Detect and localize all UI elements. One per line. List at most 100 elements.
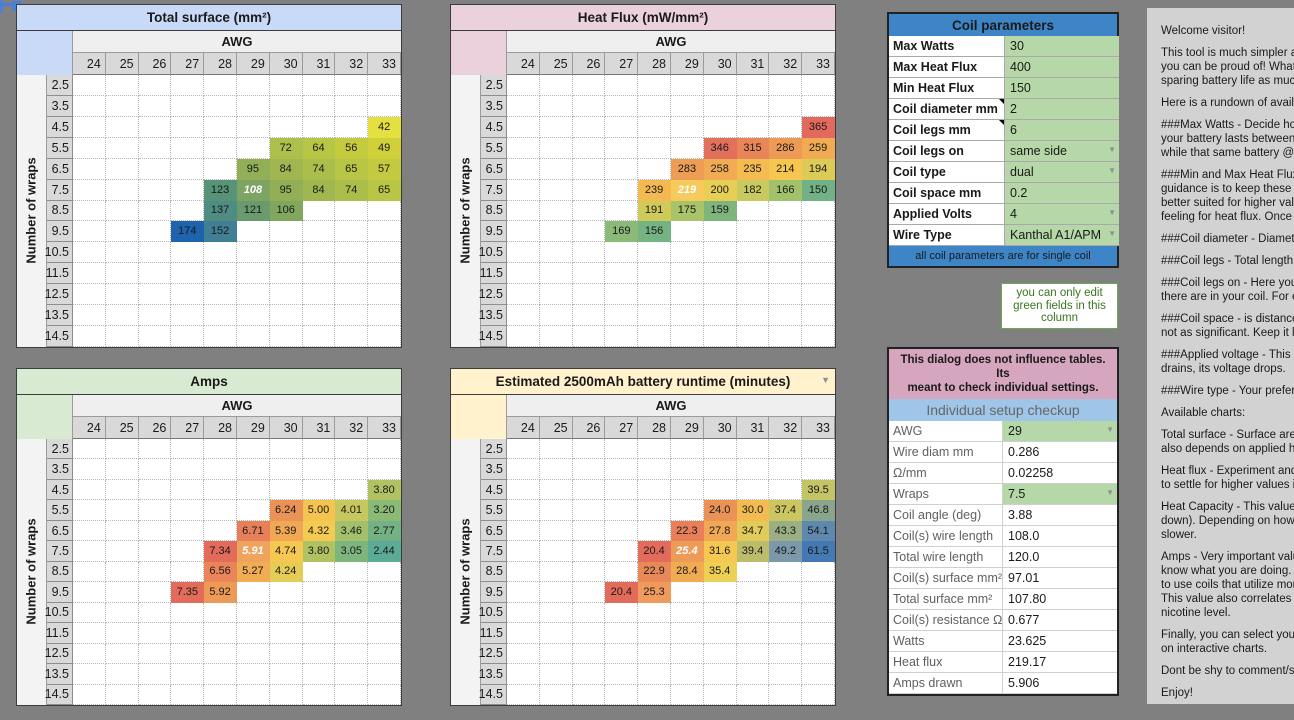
empty-cell[interactable] — [302, 75, 336, 96]
heatmap-cell[interactable]: 150 — [802, 179, 835, 201]
empty-cell[interactable] — [368, 75, 401, 96]
heatmap-cell[interactable]: 20.4 — [638, 541, 671, 562]
empty-cell[interactable] — [507, 284, 540, 306]
heatmap-cell[interactable]: 5.39 — [269, 520, 303, 542]
heatmap-cell[interactable]: 61.5 — [802, 541, 835, 562]
empty-cell[interactable] — [138, 284, 172, 306]
empty-cell[interactable] — [138, 684, 172, 705]
empty-cell[interactable] — [670, 137, 704, 159]
empty-cell[interactable] — [638, 643, 671, 665]
empty-cell[interactable] — [539, 95, 573, 117]
empty-cell[interactable] — [138, 643, 172, 665]
empty-cell[interactable] — [802, 305, 835, 327]
parameter-value[interactable]: same side ▼ — [1005, 141, 1119, 162]
empty-cell[interactable] — [302, 242, 336, 264]
heatmap-cell[interactable]: 57 — [368, 158, 401, 180]
empty-cell[interactable] — [802, 623, 835, 644]
empty-cell[interactable] — [605, 95, 639, 117]
empty-cell[interactable] — [736, 561, 770, 583]
empty-cell[interactable] — [539, 284, 573, 306]
empty-cell[interactable] — [302, 200, 336, 222]
empty-cell[interactable] — [605, 158, 639, 180]
empty-cell[interactable] — [302, 95, 336, 117]
empty-cell[interactable] — [670, 500, 704, 521]
empty-cell[interactable] — [605, 116, 639, 138]
empty-cell[interactable] — [638, 479, 671, 501]
empty-cell[interactable] — [73, 284, 106, 306]
empty-cell[interactable] — [539, 643, 573, 665]
heatmap-cell[interactable]: 49.2 — [769, 541, 803, 562]
empty-cell[interactable] — [703, 95, 737, 117]
empty-cell[interactable] — [736, 263, 770, 285]
empty-cell[interactable] — [572, 95, 606, 117]
empty-cell[interactable] — [572, 684, 606, 705]
heatmap-cell[interactable]: 6.56 — [204, 561, 237, 583]
empty-cell[interactable] — [138, 664, 172, 685]
empty-cell[interactable] — [769, 664, 803, 685]
empty-cell[interactable] — [73, 561, 106, 583]
empty-cell[interactable] — [73, 305, 106, 327]
empty-cell[interactable] — [736, 221, 770, 243]
empty-cell[interactable] — [138, 137, 172, 159]
empty-cell[interactable] — [335, 116, 369, 138]
empty-cell[interactable] — [703, 459, 737, 480]
empty-cell[interactable] — [105, 179, 139, 201]
empty-cell[interactable] — [638, 137, 671, 159]
heatmap-cell[interactable]: 7.34 — [204, 541, 237, 562]
empty-cell[interactable] — [539, 326, 573, 347]
empty-cell[interactable] — [802, 664, 835, 685]
empty-cell[interactable] — [670, 326, 704, 347]
empty-cell[interactable] — [105, 643, 139, 665]
empty-cell[interactable] — [539, 582, 573, 603]
empty-cell[interactable] — [670, 116, 704, 138]
heatmap-cell[interactable]: 123 — [204, 179, 237, 201]
empty-cell[interactable] — [572, 116, 606, 138]
heatmap-cell[interactable]: 108 — [236, 179, 270, 201]
empty-cell[interactable] — [368, 582, 401, 603]
empty-cell[interactable] — [736, 623, 770, 644]
empty-cell[interactable] — [73, 137, 106, 159]
empty-cell[interactable] — [638, 305, 671, 327]
empty-cell[interactable] — [335, 200, 369, 222]
heatmap-cell[interactable]: 200 — [703, 179, 737, 201]
empty-cell[interactable] — [703, 664, 737, 685]
heatmap-cell[interactable]: 25.3 — [638, 582, 671, 603]
empty-cell[interactable] — [335, 326, 369, 347]
filter-arrow-icon[interactable]: ▼ — [821, 375, 830, 385]
empty-cell[interactable] — [802, 95, 835, 117]
empty-cell[interactable] — [73, 582, 106, 603]
empty-cell[interactable] — [269, 305, 303, 327]
empty-cell[interactable] — [105, 137, 139, 159]
empty-cell[interactable] — [302, 684, 336, 705]
empty-cell[interactable] — [769, 95, 803, 117]
heatmap-cell[interactable]: 95 — [269, 179, 303, 201]
heatmap-cell[interactable]: 34.7 — [736, 520, 770, 542]
empty-cell[interactable] — [73, 623, 106, 644]
empty-cell[interactable] — [703, 221, 737, 243]
empty-cell[interactable] — [703, 242, 737, 264]
empty-cell[interactable] — [736, 305, 770, 327]
empty-cell[interactable] — [769, 242, 803, 264]
empty-cell[interactable] — [769, 326, 803, 347]
empty-cell[interactable] — [171, 284, 205, 306]
heatmap-cell[interactable]: 315 — [736, 137, 770, 159]
heatmap-cell[interactable]: 166 — [769, 179, 803, 201]
empty-cell[interactable] — [670, 602, 704, 624]
empty-cell[interactable] — [73, 75, 106, 96]
parameter-value[interactable]: 6 — [1005, 120, 1119, 141]
empty-cell[interactable] — [572, 500, 606, 521]
empty-cell[interactable] — [736, 602, 770, 624]
empty-cell[interactable] — [703, 116, 737, 138]
empty-cell[interactable] — [736, 200, 770, 222]
empty-cell[interactable] — [204, 520, 237, 542]
empty-cell[interactable] — [138, 95, 172, 117]
empty-cell[interactable] — [236, 326, 270, 347]
empty-cell[interactable] — [236, 500, 270, 521]
empty-cell[interactable] — [204, 500, 237, 521]
empty-cell[interactable] — [802, 439, 835, 460]
empty-cell[interactable] — [368, 684, 401, 705]
empty-cell[interactable] — [703, 284, 737, 306]
empty-cell[interactable] — [368, 200, 401, 222]
empty-cell[interactable] — [802, 221, 835, 243]
heatmap-cell[interactable]: 6.24 — [269, 500, 303, 521]
